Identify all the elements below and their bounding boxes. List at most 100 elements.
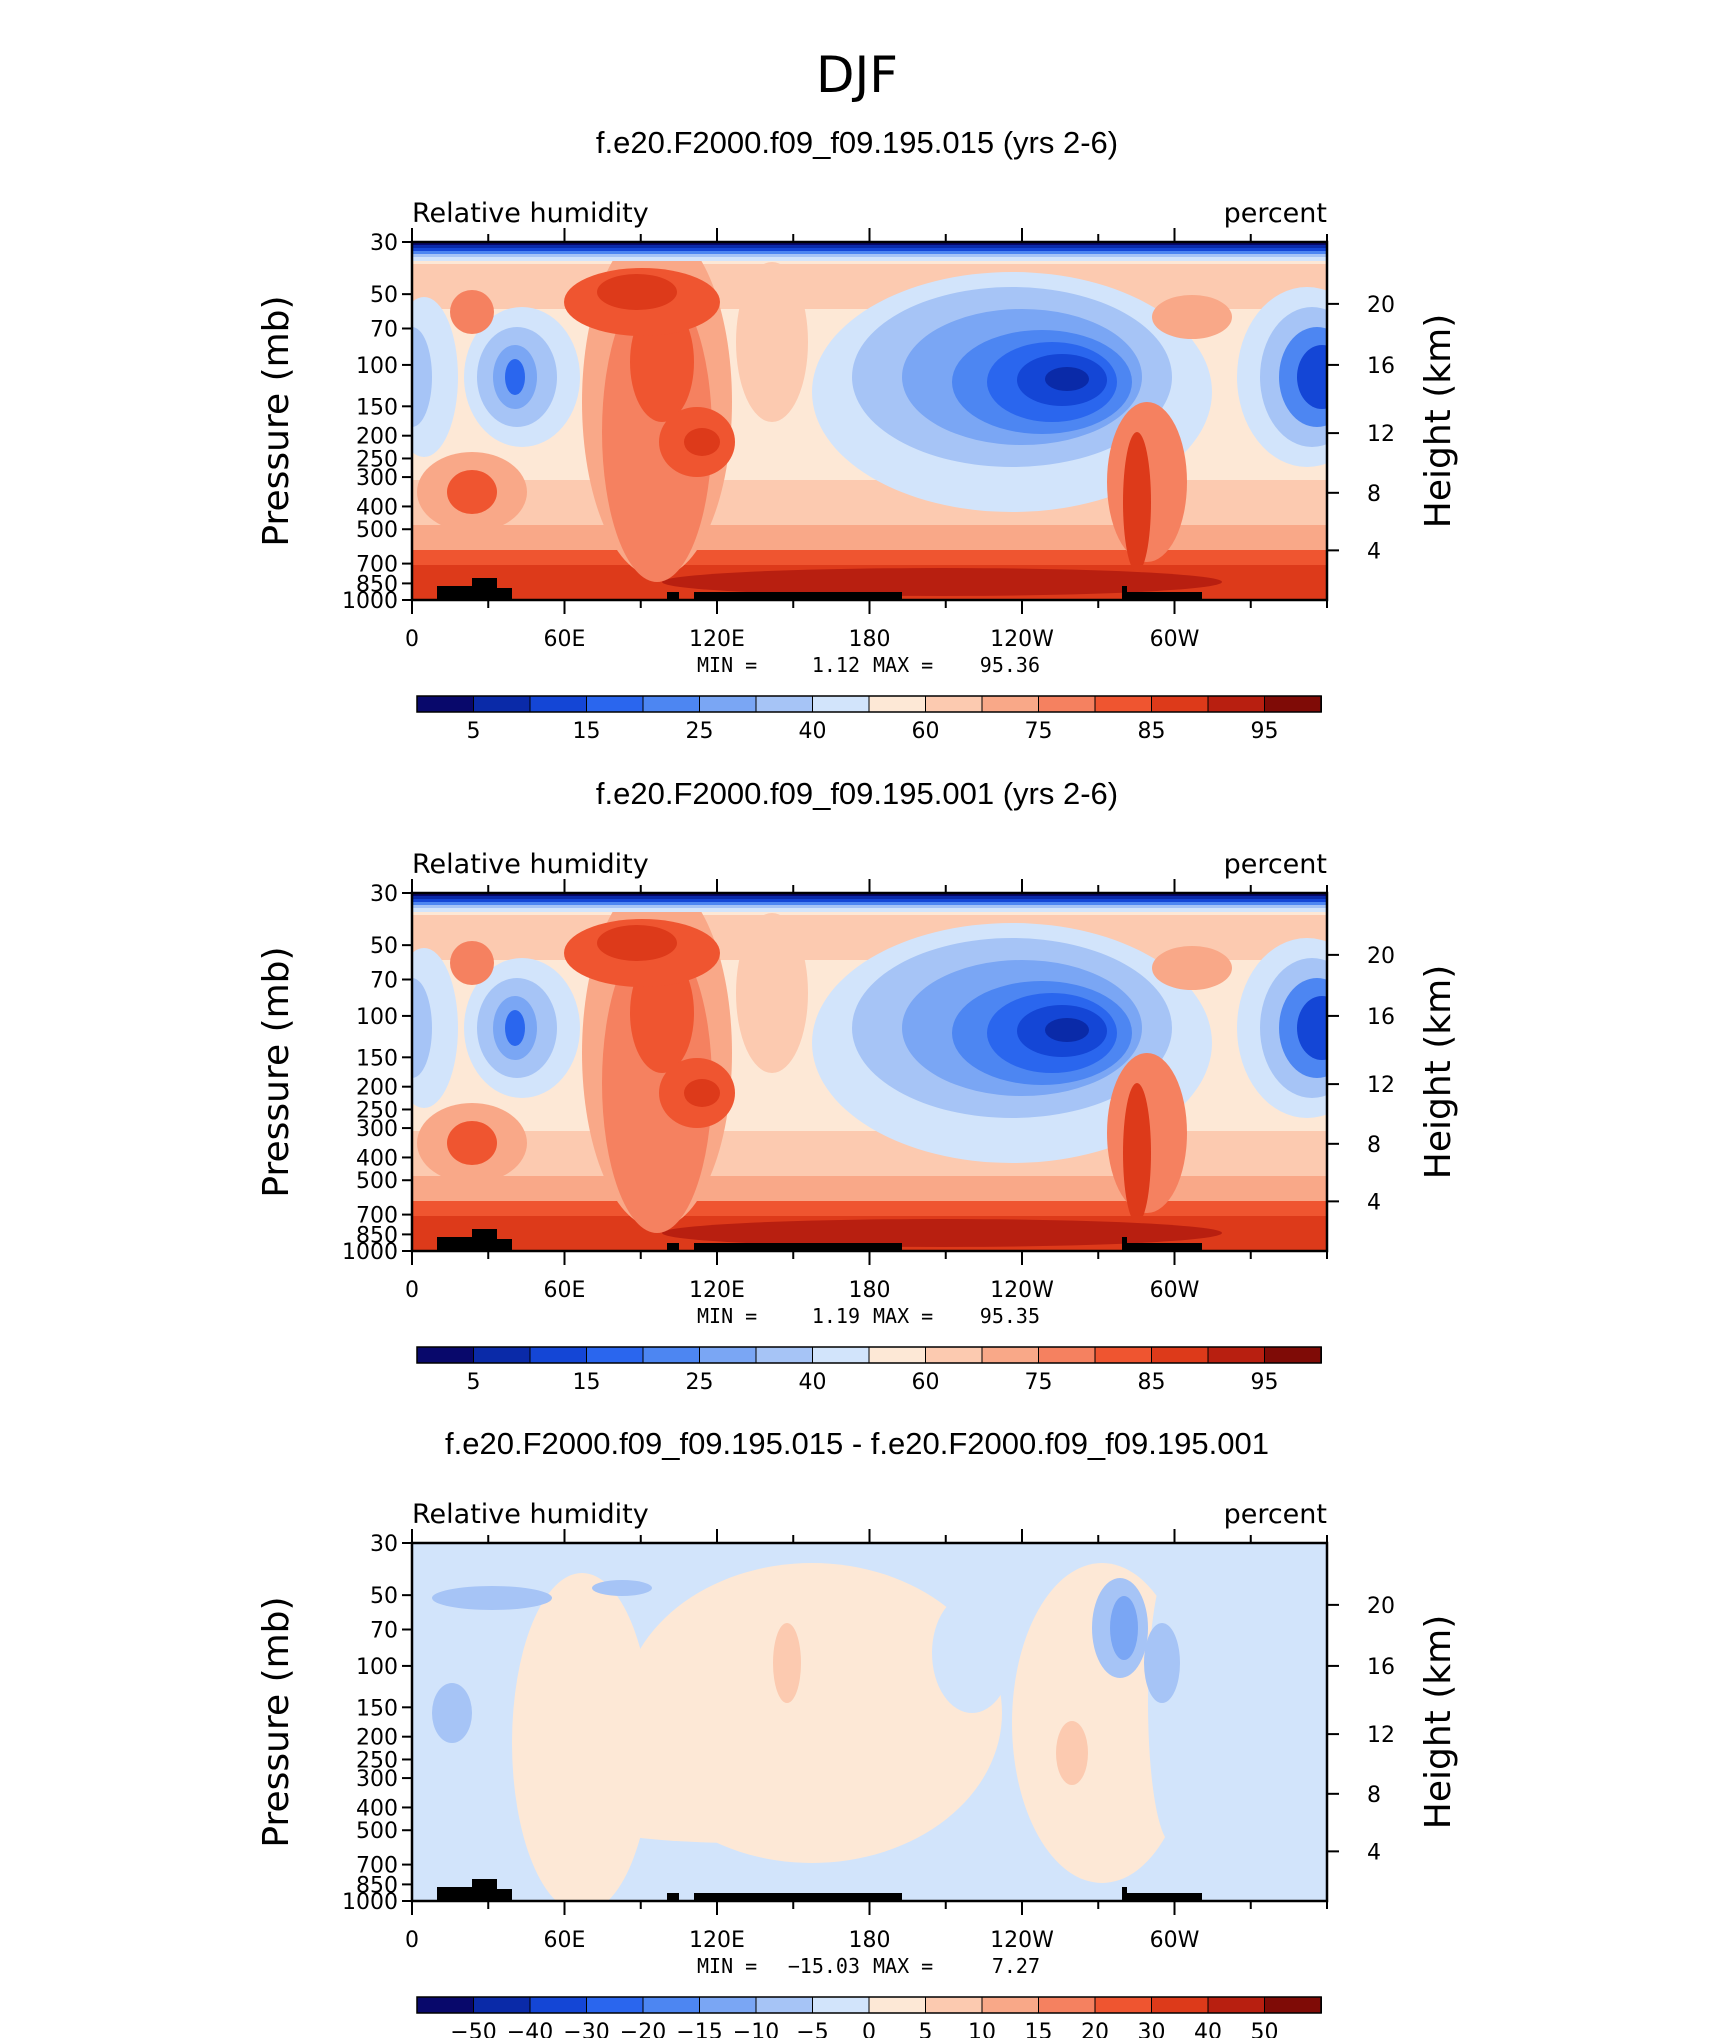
contour-region — [1297, 996, 1327, 1060]
topography — [667, 1243, 679, 1251]
y-axis-label: Pressure (mb) — [256, 946, 297, 1197]
contour-region — [1148, 1563, 1196, 1843]
contour-field — [412, 242, 1327, 600]
topography — [472, 1229, 497, 1251]
field-label: Relative humidity — [412, 198, 649, 229]
y-tick-label: 200 — [356, 1076, 398, 1101]
min-value: −15.03 — [788, 1954, 860, 1978]
colorbar-swatch — [1207, 695, 1266, 713]
contour-region — [1123, 1083, 1151, 1223]
y-tick-label: 400 — [356, 495, 398, 520]
colorbar-label: 5 — [467, 719, 481, 744]
topography — [497, 1889, 512, 1901]
topography — [694, 1243, 902, 1251]
y-tick-label: 300 — [356, 1767, 398, 1792]
contour-region — [412, 896, 1327, 900]
colorbar-label: 15 — [573, 1370, 601, 1395]
y-axis-label: Pressure (mb) — [256, 295, 297, 546]
contour-region — [597, 925, 677, 961]
y-tick-label: 700 — [356, 1854, 398, 1879]
y2-tick-label: 8 — [1367, 1783, 1381, 1808]
units-label: percent — [1224, 1499, 1327, 1530]
contour-region — [736, 913, 808, 1073]
colorbar-swatch — [586, 695, 644, 713]
colorbar-swatch — [812, 695, 870, 713]
colorbar-label: 15 — [573, 719, 601, 744]
x-tick-label: 180 — [849, 1278, 891, 1303]
min-label: MIN = — [697, 1954, 757, 1978]
y-tick-label: 250 — [356, 447, 398, 472]
x-tick-label: 120W — [990, 1278, 1054, 1303]
colorbar-label: 75 — [1025, 1370, 1053, 1395]
y-axis-label: Pressure (mb) — [256, 1596, 297, 1847]
contour-region — [412, 257, 1327, 261]
colorbar-swatch — [416, 695, 475, 713]
topography — [472, 1879, 497, 1901]
colorbar-label: 30 — [1138, 2020, 1166, 2038]
y-tick-label: 500 — [356, 1819, 398, 1844]
contour-region — [412, 254, 1327, 258]
chart-panel-1: f.e20.F2000.f09_f09.195.015 (yrs 2-6) Rel… — [256, 125, 1459, 744]
x-tick-label: 60E — [544, 1928, 586, 1953]
colorbar-label: 95 — [1251, 719, 1279, 744]
colorbar-label: 40 — [799, 1370, 827, 1395]
y2-tick-label: 8 — [1367, 1133, 1381, 1158]
colorbar-swatch — [473, 1346, 531, 1364]
contour-region — [1123, 432, 1151, 572]
colorbar-swatch — [416, 1996, 475, 2014]
topography — [694, 592, 902, 600]
y-tick-label: 500 — [356, 518, 398, 543]
colorbar-frame — [416, 1346, 1322, 1364]
colorbar-swatch — [642, 1346, 701, 1364]
colorbar-swatch — [1151, 1346, 1209, 1364]
x-tick-label: 180 — [849, 627, 891, 652]
y2-tick-label: 4 — [1367, 1190, 1381, 1215]
contour-region — [412, 902, 1327, 906]
y-tick-label: 100 — [356, 1655, 398, 1680]
contour-region — [412, 908, 1327, 912]
y2-tick-label: 16 — [1367, 1005, 1395, 1030]
topography — [1122, 1887, 1127, 1901]
colorbar-label: 85 — [1138, 719, 1166, 744]
x-tick-label: 60W — [1150, 1278, 1200, 1303]
colorbar-label: 40 — [799, 719, 827, 744]
colorbar-swatch — [1038, 1346, 1096, 1364]
contour-region — [597, 274, 677, 310]
colorbar-swatch — [981, 1346, 1040, 1364]
y-tick-label: 700 — [356, 553, 398, 578]
max-value: 95.36 — [980, 653, 1040, 677]
contour-region — [1152, 295, 1232, 339]
y2-tick-label: 4 — [1367, 539, 1381, 564]
topography — [694, 1893, 902, 1901]
x-tick-label: 120E — [689, 627, 745, 652]
y-tick-label: 400 — [356, 1796, 398, 1821]
max-value: 95.35 — [980, 1304, 1040, 1328]
y2-tick-label: 16 — [1367, 354, 1395, 379]
colorbar-label: 60 — [912, 719, 940, 744]
x-tick-label: 0 — [405, 627, 419, 652]
y-tick-label: 50 — [370, 934, 398, 959]
colorbar-swatch — [1038, 695, 1096, 713]
y-tick-label: 850 — [356, 1873, 398, 1898]
colorbar-label: 85 — [1138, 1370, 1166, 1395]
colorbar-label: 50 — [1251, 2020, 1279, 2038]
topography — [667, 592, 679, 600]
colorbar-label: −10 — [733, 2020, 779, 2038]
y2-tick-label: 20 — [1367, 293, 1395, 318]
topography — [1122, 1243, 1202, 1251]
contour-region — [447, 1121, 497, 1165]
contour-region — [505, 1010, 525, 1046]
contour-region — [447, 470, 497, 514]
colorbar-swatch — [868, 695, 927, 713]
colorbar-label: 15 — [1025, 2020, 1053, 2038]
y2-tick-label: 8 — [1367, 482, 1381, 507]
y2-axis-label: Height (km) — [1418, 965, 1459, 1179]
y2-axis-label: Height (km) — [1418, 1615, 1459, 1829]
colorbar-label: −50 — [450, 2020, 496, 2038]
y-tick-label: 100 — [356, 354, 398, 379]
colorbar-swatch — [868, 1996, 927, 2014]
y-tick-label: 70 — [370, 1619, 398, 1644]
y-tick-label: 30 — [370, 882, 398, 907]
x-tick-label: 60W — [1150, 1928, 1200, 1953]
